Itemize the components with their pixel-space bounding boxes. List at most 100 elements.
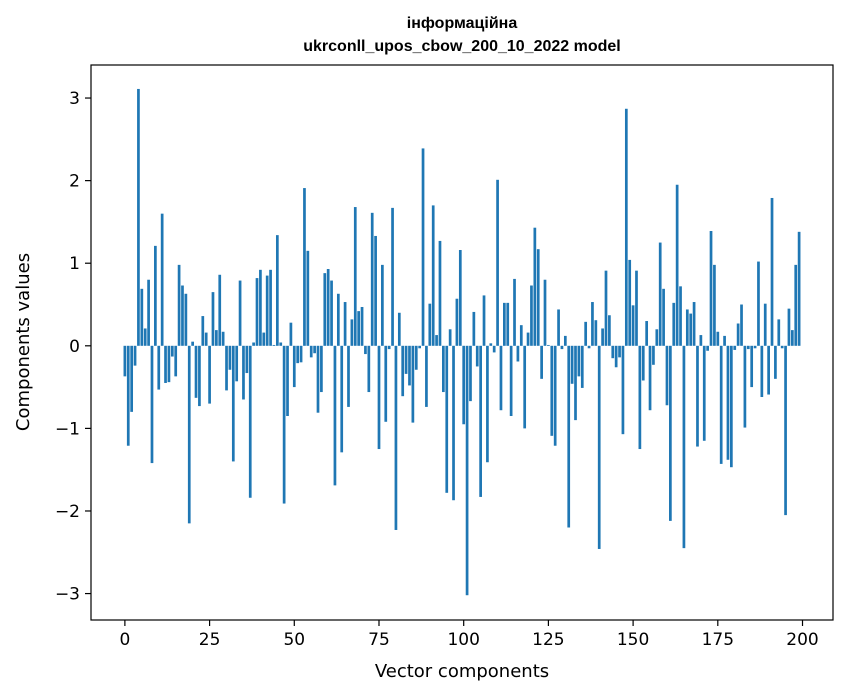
bar-88 [421, 148, 425, 346]
bar-12 [164, 345, 167, 383]
x-tick-label: 100 [447, 630, 479, 650]
bar-160 [665, 345, 669, 406]
y-tick-label: 2 [69, 172, 80, 192]
bar-25 [208, 345, 211, 404]
bar-37 [248, 345, 252, 498]
bar-35 [242, 345, 245, 400]
bar-24 [204, 332, 208, 346]
bar-21 [194, 345, 198, 398]
bar-98 [455, 298, 459, 346]
bar-13 [167, 345, 171, 383]
x-tick-label: 125 [532, 630, 564, 650]
bar-169 [696, 345, 699, 447]
bar-54 [306, 250, 310, 346]
bar-9 [154, 245, 157, 346]
y-tick-label: −1 [55, 419, 80, 439]
bar-139 [594, 320, 598, 346]
bar-128 [557, 309, 560, 346]
bar-46 [279, 342, 283, 346]
bar-80 [394, 345, 398, 530]
bar-67 [350, 319, 354, 346]
bar-111 [499, 345, 503, 411]
bar-108 [489, 343, 493, 346]
bar-103 [472, 311, 476, 346]
bar-188 [760, 345, 764, 398]
bar-29 [221, 331, 225, 346]
bar-57 [316, 345, 320, 413]
bar-149 [628, 259, 632, 346]
bar-3 [133, 345, 137, 366]
bar-100 [462, 345, 466, 425]
bar-45 [275, 235, 279, 346]
bar-114 [509, 345, 513, 416]
bar-151 [635, 270, 638, 346]
bar-170 [699, 335, 703, 346]
bar-141 [601, 328, 604, 346]
bar-135 [580, 345, 584, 388]
bar-131 [567, 345, 571, 528]
bar-2 [130, 345, 134, 412]
bar-133 [574, 345, 577, 421]
bar-87 [418, 345, 421, 349]
bar-196 [787, 308, 791, 346]
bar-101 [465, 345, 469, 596]
bar-31 [228, 345, 232, 370]
bar-102 [469, 345, 472, 402]
bar-147 [621, 345, 625, 435]
bar-1 [126, 345, 130, 446]
bar-136 [584, 321, 588, 346]
bar-145 [614, 345, 618, 368]
bar-84 [408, 345, 411, 386]
bar-185 [750, 345, 754, 388]
y-axis-label: Components values [13, 253, 34, 431]
bar-22 [198, 345, 201, 407]
chart-subtitle: ukrconll_upos_cbow_200_10_2022 model [303, 38, 620, 55]
bar-175 [716, 331, 720, 346]
bar-174 [713, 264, 716, 346]
bar-43 [269, 269, 272, 346]
bar-72 [367, 345, 371, 393]
bar-117 [519, 325, 523, 346]
bar-52 [299, 345, 303, 363]
bar-7 [147, 279, 150, 346]
bar-176 [719, 345, 723, 464]
bar-59 [323, 273, 327, 346]
bar-107 [486, 345, 489, 463]
bar-58 [320, 345, 323, 393]
bar-89 [425, 345, 428, 407]
bar-20 [191, 341, 194, 346]
bar-26 [211, 292, 215, 346]
bar-74 [374, 235, 377, 346]
bar-113 [506, 302, 510, 346]
bar-120 [530, 285, 533, 346]
bar-124 [543, 279, 547, 346]
bar-148 [624, 108, 628, 346]
bar-193 [777, 319, 781, 346]
bar-195 [784, 345, 787, 516]
bar-143 [608, 315, 611, 346]
bars-group [123, 88, 801, 596]
bar-112 [503, 302, 506, 346]
bar-115 [513, 278, 516, 346]
x-tick-label: 200 [786, 630, 818, 650]
bar-199 [797, 231, 801, 346]
bar-42 [265, 275, 269, 346]
bar-177 [723, 335, 726, 346]
bar-183 [743, 345, 747, 428]
bar-69 [357, 311, 361, 346]
plot-frame [90, 64, 834, 621]
x-tick-label: 50 [283, 630, 305, 650]
x-tick-label: 0 [119, 630, 130, 650]
bar-159 [662, 288, 665, 346]
bar-161 [669, 345, 672, 521]
bar-178 [726, 345, 730, 460]
bar-15 [174, 345, 178, 377]
bar-125 [547, 344, 550, 346]
bar-132 [570, 345, 574, 384]
bar-65 [343, 302, 347, 346]
bar-172 [706, 345, 709, 351]
bar-126 [550, 345, 554, 436]
bar-75 [377, 345, 381, 450]
